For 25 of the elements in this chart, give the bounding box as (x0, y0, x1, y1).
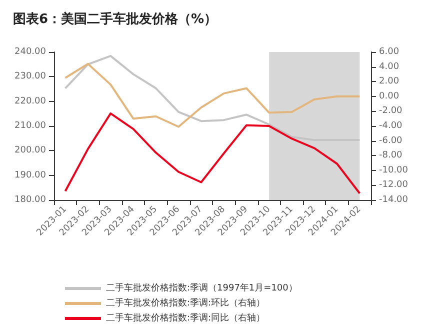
chart-title: 图表6：美国二手车批发价格（%） (13, 11, 218, 27)
y2-tick-label: -8.00 (379, 150, 403, 161)
y2-tick-label: -12.00 (379, 180, 408, 190)
y-tick-label: 180.00 (14, 195, 46, 205)
y2-tick-label: -10.00 (379, 165, 408, 176)
y2-tick-label: -6.00 (379, 136, 403, 146)
y2-tick-label: -14.00 (379, 195, 408, 205)
y2-tick-label: -4.00 (379, 121, 403, 131)
legend-label: 二手车批发价格指数:季调（1997年1月=100） (106, 282, 298, 294)
legend-label: 二手车批发价格指数:季调:环比（右轴） (106, 298, 266, 308)
y2-tick-label: -2.00 (379, 106, 403, 116)
y-tick-label: 230.00 (14, 72, 46, 82)
line-series (64, 112, 361, 194)
y-tick-label: 210.00 (14, 121, 46, 131)
y-tick-label: 200.00 (14, 146, 46, 156)
line-series (64, 54, 361, 142)
y2-tick-label: 0.00 (379, 91, 400, 102)
y-tick-label: 190.00 (14, 170, 46, 180)
y2-tick-label: 4.00 (379, 62, 400, 72)
legend-label: 二手车批发价格指数:季调:同比（右轴） (106, 312, 266, 324)
line-series (64, 62, 361, 128)
y2-tick-label: 6.00 (379, 47, 400, 57)
y-tick-label: 240.00 (14, 47, 46, 57)
y-tick-label: 220.00 (14, 96, 46, 106)
y2-tick-label: 2.00 (379, 76, 400, 87)
